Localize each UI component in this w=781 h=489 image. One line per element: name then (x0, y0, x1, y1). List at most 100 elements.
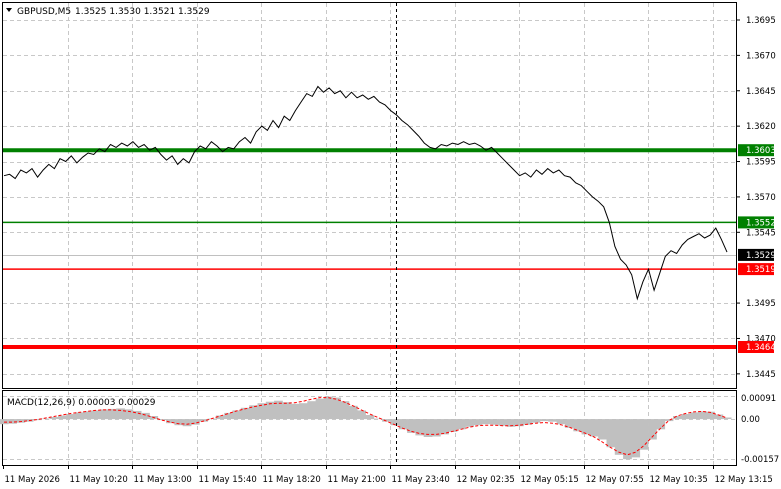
macd-bar (490, 419, 499, 425)
macd-tick-label: 0.00091 (741, 394, 776, 404)
level-tag-bg (738, 144, 774, 157)
price-axis: 1.3695 1.3670 1.3645 1.3620 1.3595 1.3570 1.35… (736, 16, 776, 380)
macd-bar (174, 419, 184, 426)
macd-bar (132, 410, 142, 420)
macd-title: MACD(12,26,9) 0.00003 0.00029 (7, 398, 156, 408)
macd-bar (681, 414, 690, 420)
macd-bar (415, 419, 425, 436)
macd-bar (82, 411, 92, 420)
macd-bar (257, 403, 267, 419)
macd-bar (41, 418, 51, 420)
time-tick-label: 12 May 02:35 (457, 475, 515, 485)
macd-bar (689, 412, 699, 419)
macd-bar (141, 412, 150, 419)
macd-bar (49, 417, 59, 419)
macd-bar (614, 419, 624, 455)
macd-axis: 0.00091 0.00 -0.00157 (741, 394, 779, 465)
macd-bar (265, 401, 275, 420)
macd-tick-label: 0.00 (741, 415, 760, 425)
macd-bar (523, 419, 533, 425)
macd-bar (240, 407, 250, 419)
macd-tick-label: -0.00157 (741, 455, 779, 465)
macd-bar (58, 415, 67, 420)
macd-bar (290, 403, 300, 420)
macd-bar (323, 396, 333, 420)
price-tick-label: 1.3620 (746, 122, 776, 132)
price-panel-frame (2, 2, 737, 389)
price-levels (3, 148, 736, 349)
macd-bar (423, 419, 433, 437)
macd-bar (639, 419, 649, 450)
current-price-tag: 1.3529 (738, 248, 776, 261)
macd-signal-line (4, 397, 728, 456)
current-price-label: 1.3529 (746, 251, 776, 261)
macd-bar (606, 419, 616, 448)
level-tag-bg (738, 216, 774, 229)
level-tag-label: 1.3519 (746, 265, 776, 275)
price-tick-label: 1.3545 (746, 228, 776, 238)
macd-bar (249, 405, 258, 420)
macd-bar (515, 419, 524, 427)
macd-bar (481, 419, 491, 425)
macd-bar (673, 416, 682, 420)
current-price-bg (738, 248, 774, 261)
macd-bar (66, 414, 75, 420)
macd-bar (598, 419, 607, 440)
macd-bar (440, 419, 449, 435)
macd-bar (107, 408, 117, 420)
level-tag-bg (738, 263, 774, 276)
macd-bar (33, 419, 42, 421)
time-tick-label: 11 May 15:40 (199, 475, 257, 485)
price-tick-label: 1.3570 (746, 193, 776, 203)
macd-bar (99, 409, 109, 420)
macd-bar (556, 419, 566, 425)
level-tags: 1.3603 1.3552 1.3519 1.3464 (738, 144, 776, 353)
macd-bar (722, 417, 732, 419)
macd-bar (465, 419, 474, 427)
time-axis: 11 May 2026 11 May 10:20 11 May 13:00 11 Ma… (3, 465, 773, 485)
level-tag-label: 1.3464 (746, 343, 776, 353)
level-tag-label: 1.3552 (746, 218, 776, 228)
macd-bar (373, 418, 383, 420)
macd-bar (506, 419, 516, 427)
time-tick-label: 11 May 2026 (5, 475, 60, 485)
macd-bar (199, 419, 208, 422)
macd-bar (8, 419, 17, 424)
level-tag-label: 1.3603 (746, 146, 776, 156)
macd-bar (407, 419, 416, 433)
price-tick-label: 1.3470 (746, 335, 776, 345)
symbol-label: GBPUSD,M5 (17, 7, 71, 17)
macd-bar (91, 410, 100, 420)
macd-bar (332, 397, 341, 419)
macd-bar (589, 419, 599, 437)
macd-bar (282, 402, 292, 419)
macd-bar (74, 412, 84, 419)
macd-bar (448, 419, 458, 432)
macd-bar (191, 419, 200, 425)
macd-bar (116, 408, 125, 420)
macd-bar (348, 405, 358, 420)
macd-bar (232, 410, 242, 420)
macd-bar (182, 419, 192, 427)
macd-bar (564, 419, 574, 428)
macd-bar (307, 401, 316, 420)
time-tick-label: 12 May 10:35 (650, 475, 708, 485)
macd-bar (456, 419, 466, 430)
macd-bar (224, 412, 233, 419)
macd-bar (656, 419, 666, 430)
macd-bar (166, 419, 175, 424)
time-tick-label: 12 May 07:55 (586, 475, 644, 485)
price-tick-label: 1.3495 (746, 299, 776, 309)
macd-bar (357, 410, 366, 420)
macd-bar (706, 411, 715, 420)
price-tick-label: 1.3445 (746, 370, 776, 380)
price-tick-label: 1.3595 (746, 158, 776, 168)
time-tick-label: 11 May 23:40 (392, 475, 450, 485)
price-line (3, 85, 728, 301)
ohlc-values: 1.3525 1.3530 1.3521 1.3529 (75, 7, 210, 17)
macd-bar (648, 419, 657, 440)
macd-bar (124, 409, 134, 420)
macd-bar (432, 419, 441, 437)
triangle-down-icon[interactable] (6, 8, 12, 12)
